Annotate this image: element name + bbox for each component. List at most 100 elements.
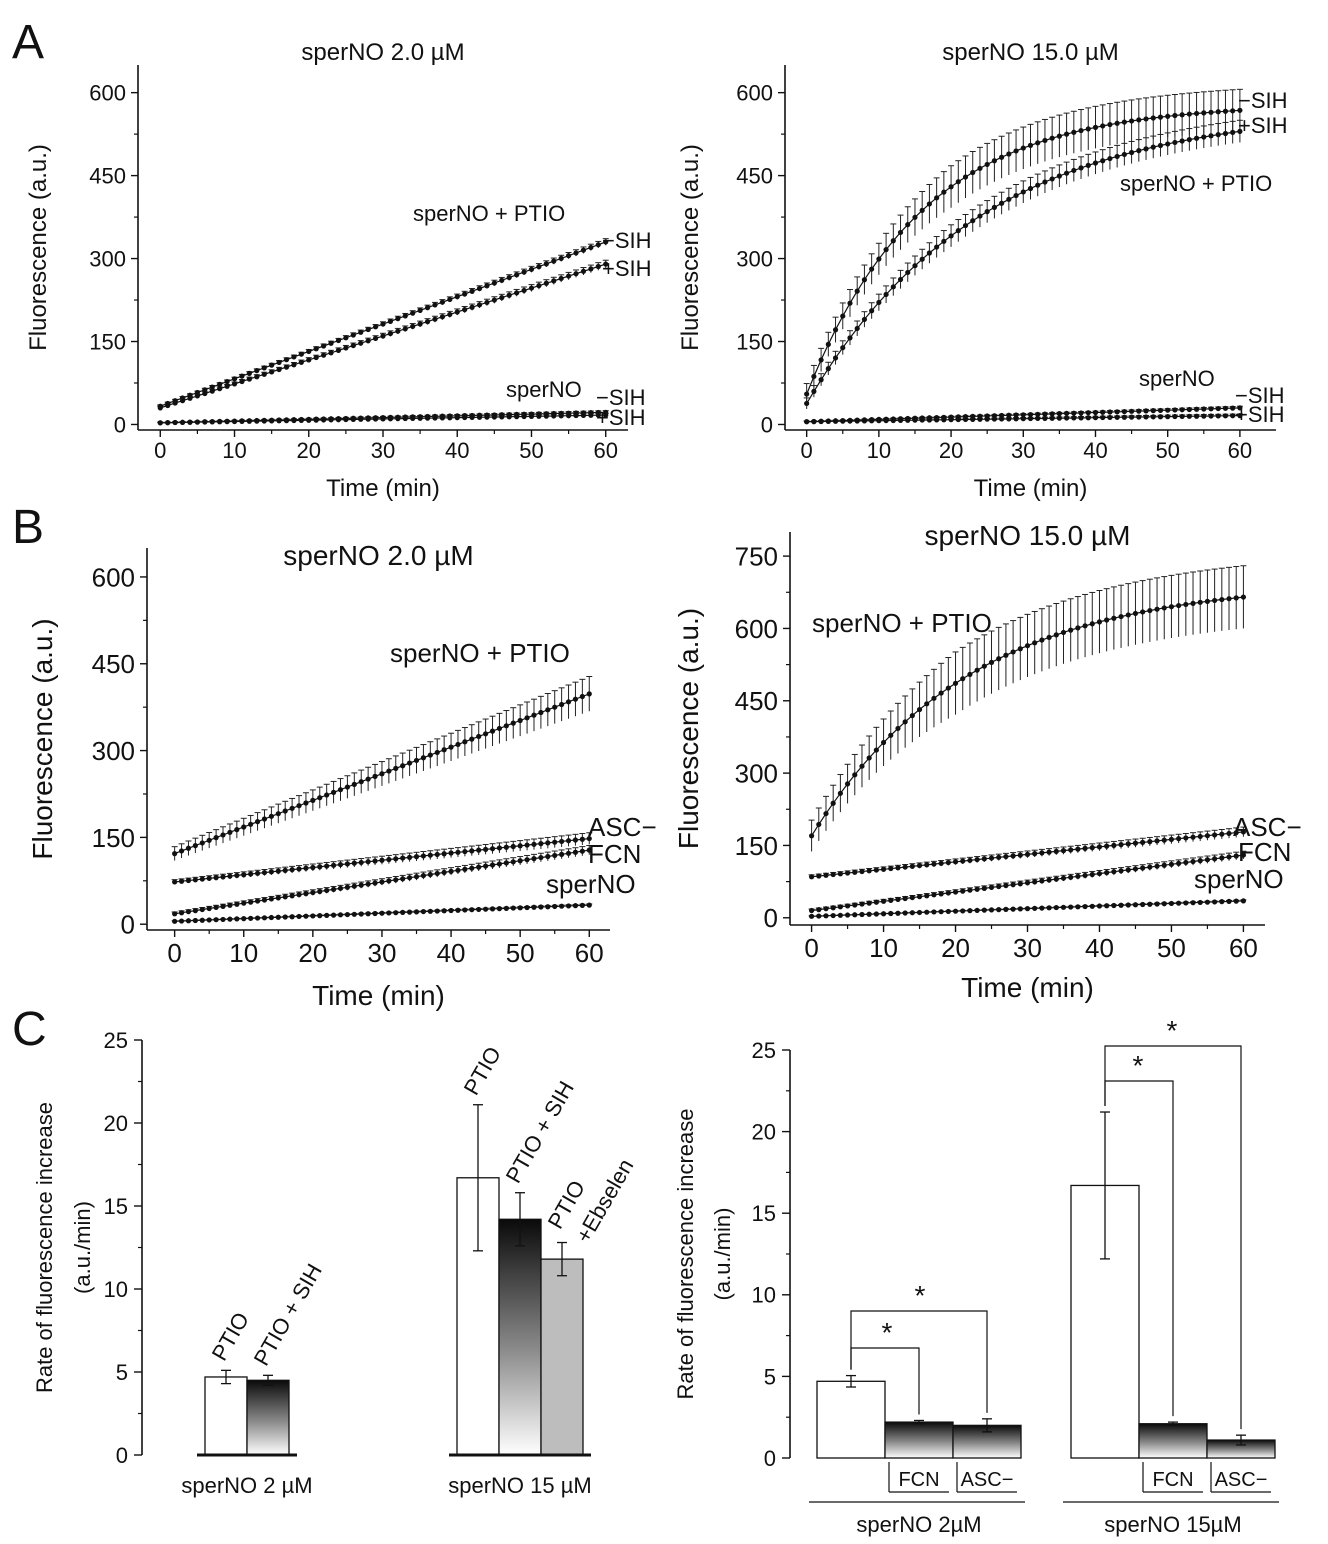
y-tick-label: 10 xyxy=(752,1283,776,1308)
data-point xyxy=(1237,128,1243,134)
y-tick-label: 15 xyxy=(752,1201,776,1226)
series-3 xyxy=(171,902,593,924)
data-point xyxy=(804,419,810,425)
data-point xyxy=(1240,898,1247,904)
series-line xyxy=(174,904,590,922)
group-label: sperNO 15 µM xyxy=(448,1473,592,1498)
y-tick-label: 300 xyxy=(92,736,135,766)
y-tick-label: 0 xyxy=(764,1446,776,1471)
y-tick-label: 150 xyxy=(736,329,773,354)
series-line xyxy=(160,263,606,409)
data-point xyxy=(1240,594,1247,600)
chart-a2: 0 150 300 450 600 0 10 20 30 40 50 60 sperNO 15.0 µM… xyxy=(677,39,1288,502)
annotation-label: +SIH xyxy=(1238,113,1288,138)
bar xyxy=(816,1380,886,1459)
y-tick-label: 150 xyxy=(92,823,135,853)
bar-label: ASC− xyxy=(961,1469,1014,1491)
x-axis-label: Time (min) xyxy=(974,475,1088,502)
group-label: sperNO 15µM xyxy=(1104,1512,1241,1537)
x-tick-label: 40 xyxy=(437,938,466,968)
x-tick-label: 50 xyxy=(1157,933,1186,963)
significance-star: * xyxy=(915,1280,926,1311)
chart-title: sperNO 15.0 µM xyxy=(942,39,1119,66)
x-tick-label: 10 xyxy=(229,938,258,968)
annotation-label: −SIH xyxy=(596,385,646,410)
annotation-label: +SIH xyxy=(602,256,652,281)
data-point xyxy=(808,913,815,919)
series-2 xyxy=(808,850,1247,914)
series-0 xyxy=(171,675,593,861)
annotation-label: sperNO xyxy=(506,377,582,402)
x-tick-label: 20 xyxy=(297,438,321,463)
x-tick-label: 20 xyxy=(298,938,327,968)
y-tick-label: 15 xyxy=(104,1194,128,1219)
series-3 xyxy=(157,412,609,426)
series-line xyxy=(806,415,1240,423)
y-tick-label: 750 xyxy=(735,541,778,571)
x-tick-label: 60 xyxy=(1229,933,1258,963)
y-axis-label: (a.u./min) xyxy=(70,1201,95,1294)
bar-label: FCN xyxy=(1152,1469,1193,1491)
y-axis-label: Fluorescence (a.u.) xyxy=(27,618,58,859)
y-tick-label: 25 xyxy=(104,1028,128,1053)
data-point xyxy=(1240,829,1247,835)
bar-group-1: FCN ASC− sperNO 15µM xyxy=(1063,1111,1279,1537)
x-tick-label: 20 xyxy=(939,438,963,463)
y-tick-label: 450 xyxy=(735,686,778,716)
y-tick-label: 0 xyxy=(764,903,778,933)
series-0 xyxy=(803,88,1243,405)
significance-bracket xyxy=(850,1310,988,1413)
y-axis-label: Fluorescence (a.u.) xyxy=(677,144,704,351)
x-tick-label: 20 xyxy=(941,933,970,963)
y-tick-label: 20 xyxy=(104,1111,128,1136)
significance-star: * xyxy=(1133,1050,1144,1081)
x-axis-label: Time (min) xyxy=(312,980,445,1011)
y-axis-label: (a.u./min) xyxy=(710,1208,735,1301)
chart-c1: 0 5 10 15 20 25 Rate of fluorescence increase (… xyxy=(32,1028,639,1498)
series-line xyxy=(806,130,1240,404)
data-point xyxy=(1240,852,1247,858)
y-tick-label: 450 xyxy=(92,649,135,679)
annotation-label: sperNO + PTIO xyxy=(413,201,565,226)
x-tick-label: 30 xyxy=(1013,933,1042,963)
y-axis-label: Fluorescence (a.u.) xyxy=(25,144,52,351)
chart-b1: 0 150 300 450 600 0 10 20 30 40 50 60 sperNO 2.0 µM T… xyxy=(27,540,657,1011)
y-tick-label: 450 xyxy=(89,164,126,189)
x-axis-label: Time (min) xyxy=(961,972,1094,1003)
y-tick-label: 10 xyxy=(104,1277,128,1302)
series-line xyxy=(806,109,1240,395)
annotation-label: sperNO + PTIO xyxy=(390,638,570,668)
y-tick-label: 150 xyxy=(89,329,126,354)
series-1 xyxy=(157,259,609,411)
y-tick-label: 600 xyxy=(92,562,135,592)
annotation-label: −SIH xyxy=(1238,88,1288,113)
panel-letter-c: C xyxy=(12,1003,47,1056)
y-axis-label: Fluorescence (a.u.) xyxy=(673,608,704,849)
series-1 xyxy=(171,832,593,885)
series-line xyxy=(174,849,590,915)
y-tick-label: 0 xyxy=(114,412,126,437)
x-tick-label: 40 xyxy=(445,438,469,463)
series-line xyxy=(811,900,1244,917)
annotation-label: sperNO xyxy=(1194,864,1284,894)
y-tick-label: 600 xyxy=(735,614,778,644)
chart-title: sperNO 2.0 µM xyxy=(283,540,473,571)
annotation-label: −SIH xyxy=(1235,383,1285,408)
y-tick-label: 600 xyxy=(736,81,773,106)
y-tick-label: 0 xyxy=(121,910,135,940)
y-tick-label: 300 xyxy=(736,246,773,271)
series-line xyxy=(811,596,1244,837)
data-point xyxy=(808,907,815,914)
chart-title: sperNO 2.0 µM xyxy=(301,39,464,66)
annotation-label: −SIH xyxy=(602,228,652,253)
annotation-label: sperNO xyxy=(1139,366,1215,391)
series-line xyxy=(160,241,606,407)
y-tick-label: 150 xyxy=(735,831,778,861)
group-label: sperNO 2µM xyxy=(856,1512,981,1537)
x-tick-label: 50 xyxy=(1155,438,1179,463)
y-tick-label: 300 xyxy=(89,246,126,271)
series-line xyxy=(811,854,1244,912)
